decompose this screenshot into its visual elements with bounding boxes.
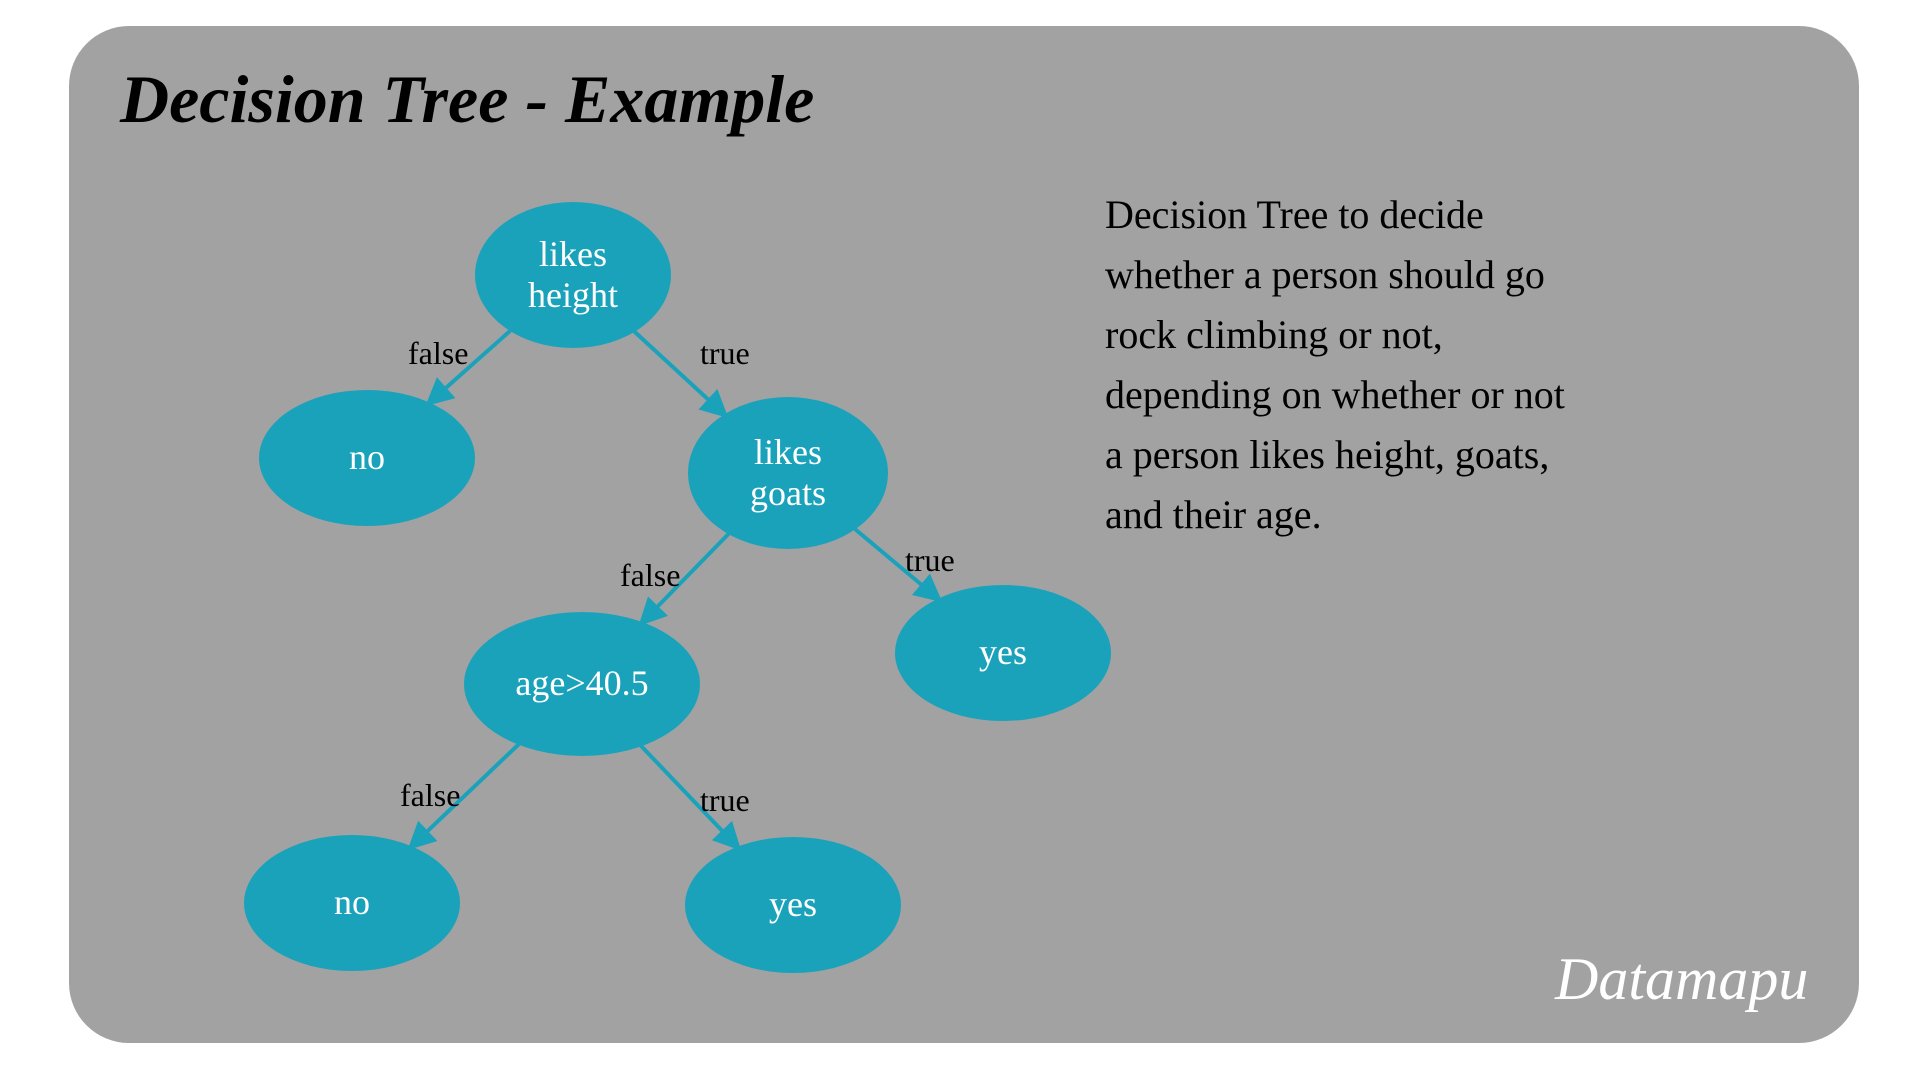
tree-node-label: yes xyxy=(769,884,817,925)
tree-edge-label: false xyxy=(620,557,680,594)
tree-node-label: no xyxy=(349,437,385,478)
tree-node-yes1: yes xyxy=(895,585,1111,721)
brand-watermark: Datamapu xyxy=(1555,945,1808,1014)
tree-node-yes2: yes xyxy=(685,837,901,973)
slide-description: Decision Tree to decide whether a person… xyxy=(1105,185,1825,545)
tree-node-label: likes height xyxy=(528,234,618,317)
tree-node-age: age>40.5 xyxy=(464,612,700,756)
slide-title: Decision Tree - Example xyxy=(120,60,814,139)
tree-node-label: no xyxy=(334,882,370,923)
tree-edge-label: true xyxy=(700,335,750,372)
tree-edge-label: false xyxy=(400,777,460,814)
tree-edge-label: false xyxy=(408,335,468,372)
tree-node-label: likes goats xyxy=(750,432,826,515)
tree-node-label: age>40.5 xyxy=(515,663,648,704)
tree-edge-label: true xyxy=(905,542,955,579)
tree-node-no2: no xyxy=(244,835,460,971)
tree-node-goats: likes goats xyxy=(688,397,888,549)
tree-node-label: yes xyxy=(979,632,1027,673)
tree-node-no1: no xyxy=(259,390,475,526)
tree-edge-label: true xyxy=(700,782,750,819)
tree-node-root: likes height xyxy=(475,202,671,348)
